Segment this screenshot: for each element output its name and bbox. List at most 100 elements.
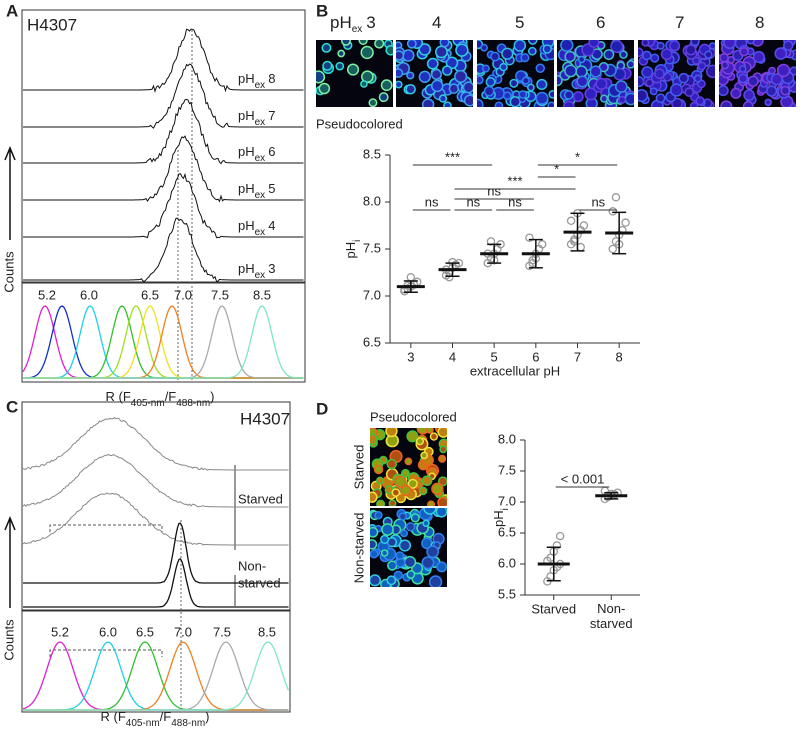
- cell: [589, 65, 602, 78]
- cell: [689, 101, 699, 107]
- counts-arrow: [4, 146, 16, 608]
- cell: [396, 50, 405, 61]
- cell: [742, 100, 754, 107]
- cell: [439, 445, 447, 454]
- trace-label: pHex 6: [238, 144, 275, 164]
- trace-label: pHex 4: [238, 218, 275, 238]
- cell: [386, 458, 398, 470]
- cell: [548, 90, 554, 99]
- cell: [418, 486, 428, 496]
- cell: [502, 91, 512, 101]
- trace-label-part: 8: [268, 71, 275, 86]
- cell: [764, 98, 772, 107]
- cell: [335, 61, 345, 71]
- y-axis-label: pHi: [343, 240, 363, 259]
- data-point: [406, 272, 416, 282]
- trace-label: starved: [238, 575, 281, 590]
- cell: [370, 539, 378, 550]
- panel-title: H4307: [240, 409, 290, 428]
- trace-label-part: 3: [268, 261, 275, 276]
- y-axis-label: Counts: [1, 619, 16, 661]
- calibration-label: 6.5: [141, 287, 159, 302]
- cell: [768, 66, 777, 75]
- cell: [480, 43, 489, 52]
- cell: [485, 76, 496, 88]
- cell: [370, 433, 378, 445]
- cell: [463, 94, 473, 107]
- image-label-part: 8: [755, 13, 764, 32]
- cell: [624, 92, 634, 106]
- cell: [445, 56, 459, 70]
- cell: [400, 529, 409, 538]
- y-tick-label: 6.0: [498, 555, 516, 570]
- cell: [706, 64, 715, 79]
- cell: [429, 432, 439, 441]
- cell: [535, 63, 546, 73]
- trace-label-part: 7: [268, 108, 275, 123]
- data-point: [445, 272, 454, 282]
- cell: [406, 71, 415, 80]
- trace-label-part: pH: [238, 108, 255, 123]
- cell: [360, 80, 368, 88]
- cell: [406, 40, 417, 49]
- calibration-label: 8.5: [253, 287, 271, 302]
- panel-label: C: [6, 397, 18, 416]
- trace-label: Non-: [238, 558, 266, 573]
- x-axis-label: extracellular pH: [470, 363, 560, 378]
- cell: [684, 87, 695, 97]
- trace-label-part: ex: [255, 270, 266, 281]
- data-point: [486, 237, 496, 246]
- cell: [426, 428, 434, 434]
- y-tick-label: 8.5: [363, 146, 381, 161]
- cell: [618, 95, 627, 104]
- cell: [499, 62, 508, 72]
- cell: [560, 40, 574, 52]
- trace-label-part: 6: [268, 144, 275, 159]
- panel-c-calibration-frame: [21, 610, 291, 713]
- trace-label-part: ex: [255, 190, 266, 201]
- cell: [462, 81, 473, 94]
- cell: [588, 40, 600, 49]
- histogram-trace: [23, 135, 304, 203]
- cell: [337, 49, 346, 58]
- cell: [743, 89, 755, 101]
- cell: [719, 52, 729, 63]
- cell: [341, 40, 351, 46]
- cell: [407, 478, 418, 489]
- cell: [542, 44, 552, 54]
- cell: [437, 497, 447, 506]
- histogram-trace: [23, 558, 289, 608]
- cell: [693, 74, 703, 83]
- calibration-curve: [22, 641, 289, 711]
- cell: [783, 40, 794, 51]
- calibration-curve: [23, 641, 289, 711]
- image-label-part: 6: [596, 13, 605, 32]
- cell: [375, 476, 384, 485]
- data-point: [566, 216, 576, 226]
- trace-label: pHex 8: [238, 71, 275, 91]
- y-tick-label: 8.0: [363, 193, 381, 208]
- cell: [385, 44, 393, 56]
- panel-label: B: [316, 1, 328, 20]
- y-tick-label: 7.5: [363, 240, 381, 255]
- cell: [780, 85, 791, 96]
- comparison-label: ns: [508, 194, 522, 209]
- cell: [438, 94, 448, 103]
- data-point: [525, 233, 534, 242]
- x-tick-label: 5: [491, 349, 498, 364]
- image-label-part: 5: [515, 13, 524, 32]
- x-tick-label-line: starved: [590, 616, 633, 631]
- cell: [481, 64, 490, 73]
- micrograph: [316, 40, 393, 107]
- x-axis-label-part: 405-nm: [131, 398, 165, 409]
- y-axis-label-part: i: [500, 508, 511, 510]
- y-axis-label: Counts: [1, 251, 16, 293]
- trace-label: pHex 3: [238, 261, 275, 281]
- image-label: 7: [675, 13, 684, 32]
- cell: [595, 77, 608, 90]
- cell: [431, 482, 444, 496]
- x-axis-label-part: R (F: [101, 709, 126, 724]
- y-tick-label: 6.5: [363, 334, 381, 349]
- y-tick-label: 5.5: [498, 586, 516, 601]
